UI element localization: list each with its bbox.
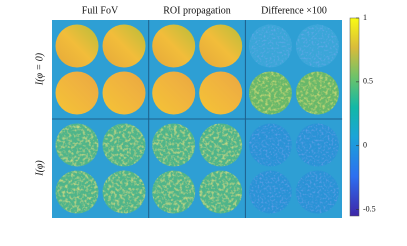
image-disk <box>248 24 292 68</box>
image-disk <box>102 71 146 115</box>
image-disk <box>55 170 99 214</box>
row-label: I(φ) <box>34 160 45 177</box>
colorbar-tick-label: -0.5 <box>363 204 376 213</box>
image-disk <box>152 170 196 214</box>
image-disk <box>295 71 339 115</box>
colorbar-tick-label: 0 <box>363 141 367 150</box>
image-disk <box>295 170 339 214</box>
colorbar-tick-label: 1 <box>363 13 367 22</box>
column-title: ROI propagation <box>163 5 231 16</box>
column-title: Full FoV <box>82 5 119 16</box>
image-disk <box>199 24 243 68</box>
image-disk <box>248 170 292 214</box>
colorbar <box>349 17 360 217</box>
image-disk <box>295 24 339 68</box>
image-disk <box>199 123 243 167</box>
image-disk <box>55 71 99 115</box>
image-disk <box>248 123 292 167</box>
image-disk <box>55 123 99 167</box>
image-disk <box>152 71 196 115</box>
row-label: I(φ = 0) <box>34 52 45 86</box>
image-disk <box>55 24 99 68</box>
image-disk <box>199 71 243 115</box>
image-disk <box>102 24 146 68</box>
image-disk <box>248 71 292 115</box>
image-disk <box>295 123 339 167</box>
column-title: Difference ×100 <box>261 5 327 16</box>
image-disk <box>152 24 196 68</box>
image-disk <box>199 170 243 214</box>
image-disk <box>102 123 146 167</box>
image-disk <box>152 123 196 167</box>
colorbar-tick-label: 0.5 <box>363 77 373 86</box>
image-disk <box>102 170 146 214</box>
